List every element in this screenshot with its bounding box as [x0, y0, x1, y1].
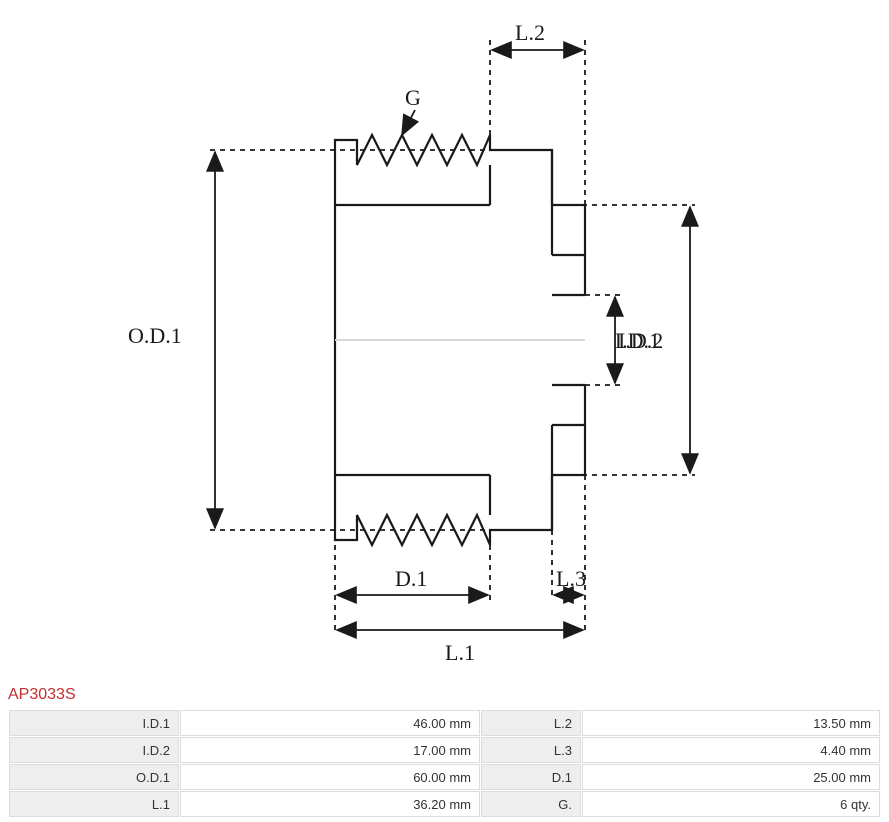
label-l1: L.1 [445, 640, 475, 665]
label-d1: D.1 [395, 566, 427, 591]
label-l3: L.3 [556, 566, 586, 591]
spec-label: L.3 [481, 737, 581, 763]
table-row: O.D.160.00 mmD.125.00 mm [9, 764, 880, 790]
spec-label: G. [481, 791, 581, 817]
spec-value: 17.00 mm [180, 737, 480, 763]
table-row: L.136.20 mmG.6 qty. [9, 791, 880, 817]
spec-label: I.D.2 [9, 737, 179, 763]
label-l2: L.2 [515, 20, 545, 45]
spec-label: D.1 [481, 764, 581, 790]
part-number: AP3033S [8, 686, 76, 704]
label-od1: O.D.1 [128, 323, 182, 348]
table-row: I.D.217.00 mmL.34.40 mm [9, 737, 880, 763]
spec-table: I.D.146.00 mmL.213.50 mmI.D.217.00 mmL.3… [8, 709, 881, 818]
spec-label: O.D.1 [9, 764, 179, 790]
spec-label: L.1 [9, 791, 179, 817]
spec-value: 46.00 mm [180, 710, 480, 736]
spec-value: 6 qty. [582, 791, 880, 817]
label-g: G [405, 85, 421, 110]
spec-value: 60.00 mm [180, 764, 480, 790]
technical-drawing: O.D.1 I.D.1 I.D.2 L.1 D.1 L.3 L.2 G [0, 0, 889, 680]
spec-label: I.D.1 [9, 710, 179, 736]
spec-value: 4.40 mm [582, 737, 880, 763]
spec-value: 25.00 mm [582, 764, 880, 790]
spec-value: 36.20 mm [180, 791, 480, 817]
table-row: I.D.146.00 mmL.213.50 mm [9, 710, 880, 736]
spec-value: 13.50 mm [582, 710, 880, 736]
label-id2: I.D.2 [618, 328, 663, 353]
spec-label: L.2 [481, 710, 581, 736]
